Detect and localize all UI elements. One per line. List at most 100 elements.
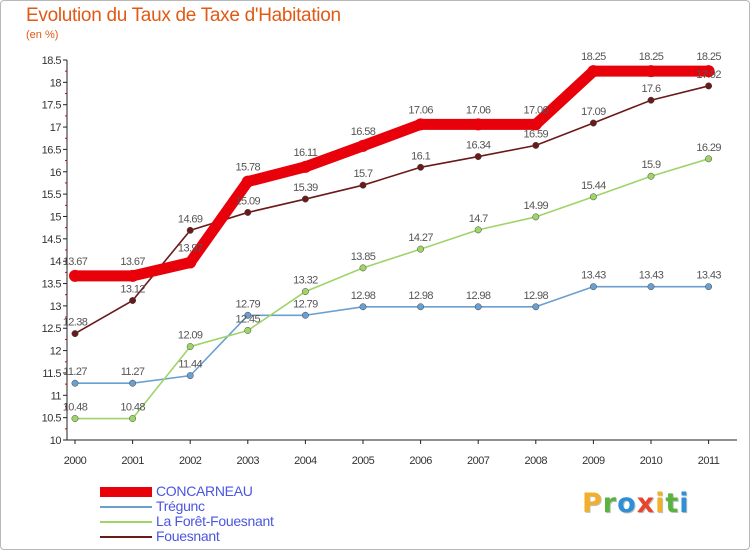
proxiti-logo: Proxiti: [582, 488, 690, 519]
data-label: 14.69: [178, 213, 203, 225]
data-point: [702, 65, 715, 78]
data-label: 16.1: [411, 150, 430, 162]
x-tick-label: 2006: [409, 455, 432, 467]
data-point: [645, 65, 657, 78]
chart-title: Evolution du Taux de Taxe d'Habitation: [26, 5, 341, 26]
data-label: 17.06: [524, 104, 549, 116]
data-label: 18.25: [696, 51, 721, 63]
data-point: [71, 330, 79, 338]
series-line: [69, 65, 715, 282]
data-label: 12.45: [236, 313, 261, 325]
data-label: 13.97: [178, 243, 203, 255]
data-point: [474, 153, 482, 161]
y-tick-label: 12: [50, 346, 62, 358]
data-label: 14.27: [408, 232, 433, 244]
legend-item-concarneau: CONCARNEAU: [100, 483, 400, 499]
data-point: [472, 118, 485, 131]
data-label: 12.98: [351, 290, 376, 302]
data-label: 15.39: [293, 182, 318, 194]
x-tick-label: 2003: [237, 455, 260, 467]
data-label: 16.29: [696, 142, 721, 154]
data-point: [589, 119, 597, 127]
data-label: 13.43: [581, 270, 606, 282]
y-tick-label: 16: [50, 167, 62, 179]
data-label: 14.99: [524, 200, 549, 212]
data-point: [532, 213, 540, 221]
data-label: 16.59: [524, 128, 549, 140]
data-point: [359, 264, 367, 272]
data-label: 13.43: [696, 270, 721, 282]
data-label: 18.25: [581, 51, 606, 63]
y-tick-label: 10.5: [42, 413, 62, 425]
x-tick-label: 2005: [352, 455, 375, 467]
data-point: [71, 379, 79, 387]
data-point: [301, 195, 309, 203]
legend-swatch: [100, 521, 152, 523]
data-label: 17.06: [466, 104, 491, 116]
legend-label: CONCARNEAU: [156, 483, 253, 499]
logo-letter: i: [679, 488, 690, 519]
logo-letter: P: [582, 488, 603, 519]
data-label: 13.12: [120, 284, 145, 296]
legend-item-tregunc: Trégunc: [100, 498, 400, 514]
data-point: [129, 379, 137, 387]
data-point: [474, 226, 482, 234]
data-point: [417, 303, 425, 311]
data-point: [589, 283, 597, 291]
data-label: 15.7: [353, 168, 372, 180]
data-point: [186, 226, 194, 234]
y-tick-label: 14.5: [42, 234, 62, 246]
data-label: 15.09: [236, 195, 261, 207]
y-tick-label: 10: [50, 435, 62, 447]
series-fouesnant: [71, 82, 713, 338]
data-label: 16.58: [351, 126, 376, 138]
logo-letter: r: [602, 488, 618, 519]
data-label: 14.7: [469, 213, 488, 225]
legend-label: Trégunc: [156, 498, 205, 514]
data-point: [301, 288, 309, 296]
data-label: 12.79: [236, 298, 261, 310]
series-concarneau: [69, 65, 715, 282]
data-label: 15.9: [641, 159, 660, 171]
data-label: 18.25: [639, 51, 664, 63]
x-tick-label: 2009: [582, 455, 605, 467]
data-label: 13.85: [351, 251, 376, 263]
data-point: [414, 118, 427, 131]
data-point: [647, 96, 655, 104]
data-point: [184, 256, 197, 269]
data-point: [474, 303, 482, 311]
data-point: [359, 181, 367, 189]
data-point: [126, 269, 139, 282]
data-label: 10.48: [63, 402, 88, 414]
data-label: 12.98: [524, 290, 549, 302]
data-label: 17.06: [408, 104, 433, 116]
data-label: 11.27: [63, 366, 87, 378]
data-label: 17.09: [581, 106, 606, 118]
data-point: [301, 311, 309, 319]
data-point: [532, 141, 540, 149]
data-label: 12.09: [178, 330, 203, 342]
data-point: [129, 297, 137, 304]
data-point: [705, 155, 713, 163]
data-point: [241, 175, 254, 188]
chart-axes: 10 10.5 11 11.5 12 12.5 13 13.5 14 14.5 15 15.5 16 16…: [42, 55, 737, 467]
logo-letter: i: [655, 488, 666, 519]
y-tick-label: 15.5: [42, 189, 62, 201]
data-label: 17.92: [696, 69, 721, 81]
data-label: 15.78: [236, 162, 261, 174]
data-point: [71, 415, 79, 422]
y-tick-label: 17: [50, 122, 62, 134]
data-point: [244, 208, 252, 216]
chart-subtitle: (en %): [26, 29, 59, 41]
legend-swatch: [100, 536, 152, 538]
data-point: [186, 343, 194, 351]
x-tick-label: 2007: [467, 455, 490, 467]
legend-label: La Forêt-Fouesnant: [156, 513, 274, 529]
data-point: [705, 283, 713, 291]
data-label: 11.27: [121, 366, 145, 378]
data-point: [589, 193, 597, 201]
data-label: 13.43: [639, 270, 664, 282]
y-tick-label: 18.5: [42, 55, 62, 67]
legend-item-fouesnant: Fouesnant: [100, 528, 400, 544]
